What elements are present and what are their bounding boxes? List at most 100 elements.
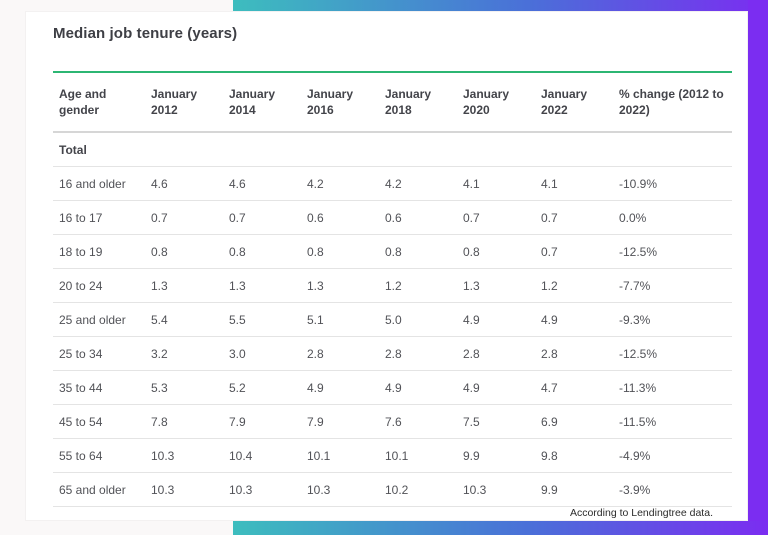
cell-value: 9.9	[457, 438, 535, 473]
cell-value: 10.3	[223, 472, 301, 507]
column-header: % change (2012 to 2022)	[613, 73, 732, 133]
cell-value: 1.3	[145, 268, 223, 303]
cell-value: 4.2	[301, 166, 379, 201]
cell-value: 3.2	[145, 336, 223, 371]
table-row: 16 to 17 0.7 0.7 0.6 0.6 0.7 0.7 0.0%	[53, 200, 732, 235]
cell-value: -4.9%	[613, 438, 732, 473]
cell-value: 5.0	[379, 302, 457, 337]
cell-value: 0.7	[535, 200, 613, 235]
cell-value: -12.5%	[613, 234, 732, 269]
row-label: 25 and older	[53, 302, 145, 337]
cell-value: 4.9	[457, 302, 535, 337]
cell-value: 4.6	[223, 166, 301, 201]
chart-title: Median job tenure (years)	[53, 25, 238, 42]
cell-value: 0.8	[457, 234, 535, 269]
table-card: Median job tenure (years) Age and gender…	[25, 11, 748, 521]
cell-value: 0.7	[535, 234, 613, 269]
table-row: 25 to 34 3.2 3.0 2.8 2.8 2.8 2.8 -12.5%	[53, 336, 732, 371]
column-header: January 2012	[145, 73, 223, 133]
cell-value: 4.1	[535, 166, 613, 201]
cell-value: 0.7	[145, 200, 223, 235]
cell-value: 10.1	[379, 438, 457, 473]
cell-value: 0.8	[301, 234, 379, 269]
cell-value: 10.3	[145, 438, 223, 473]
cell-value: -10.9%	[613, 166, 732, 201]
cell-value: 1.3	[457, 268, 535, 303]
cell-value: 7.6	[379, 404, 457, 439]
cell-value: 4.2	[379, 166, 457, 201]
row-label: 45 to 54	[53, 404, 145, 439]
cell-value: 0.7	[457, 200, 535, 235]
cell-value: 0.8	[379, 234, 457, 269]
cell-value: 10.4	[223, 438, 301, 473]
cell-value: -11.5%	[613, 404, 732, 439]
cell-value: 2.8	[301, 336, 379, 371]
cell-value: 2.8	[457, 336, 535, 371]
column-header: Age and gender	[53, 73, 145, 133]
cell-value: 4.9	[379, 370, 457, 405]
accent-rule	[53, 71, 732, 73]
cell-value: 4.9	[301, 370, 379, 405]
table-row: 45 to 54 7.8 7.9 7.9 7.6 7.5 6.9 -11.5%	[53, 404, 732, 439]
table-row: 65 and older 10.3 10.3 10.3 10.2 10.3 9.9 -3.9%	[53, 472, 732, 507]
cell-value: 0.8	[223, 234, 301, 269]
table-row: 35 to 44 5.3 5.2 4.9 4.9 4.9 4.7 -11.3%	[53, 370, 732, 405]
table-row: 20 to 24 1.3 1.3 1.3 1.2 1.3 1.2 -7.7%	[53, 268, 732, 303]
row-label: 65 and older	[53, 472, 145, 507]
cell-value: -11.3%	[613, 370, 732, 405]
cell-value: 4.9	[457, 370, 535, 405]
column-header: January 2014	[223, 73, 301, 133]
cell-value: 5.5	[223, 302, 301, 337]
cell-value: -3.9%	[613, 472, 732, 507]
header-row: Age and gender January 2012 January 2014 Ja…	[53, 73, 732, 133]
cell-value: 4.7	[535, 370, 613, 405]
cell-value: 4.6	[145, 166, 223, 201]
cell-value: 1.3	[301, 268, 379, 303]
row-label: 16 and older	[53, 166, 145, 201]
tenure-table: Age and gender January 2012 January 2014 Ja…	[53, 73, 732, 507]
cell-value: -7.7%	[613, 268, 732, 303]
cell-value: 9.8	[535, 438, 613, 473]
cell-value: 5.3	[145, 370, 223, 405]
cell-value: -9.3%	[613, 302, 732, 337]
cell-value: 4.1	[457, 166, 535, 201]
cell-value: 2.8	[379, 336, 457, 371]
cell-value: 10.3	[301, 472, 379, 507]
table-row: 18 to 19 0.8 0.8 0.8 0.8 0.8 0.7 -12.5%	[53, 234, 732, 269]
cell-value: 5.4	[145, 302, 223, 337]
row-label: 35 to 44	[53, 370, 145, 405]
row-label: 18 to 19	[53, 234, 145, 269]
top-gradient-bar	[233, 0, 768, 12]
row-label: 25 to 34	[53, 336, 145, 371]
bottom-gradient-bar	[233, 521, 768, 535]
cell-value: 7.9	[223, 404, 301, 439]
right-gradient-bar	[748, 0, 768, 535]
cell-value: 5.1	[301, 302, 379, 337]
cell-value: 1.2	[379, 268, 457, 303]
column-header: January 2016	[301, 73, 379, 133]
cell-value: 0.6	[301, 200, 379, 235]
cell-value: 0.0%	[613, 200, 732, 235]
cell-value: 10.3	[145, 472, 223, 507]
cell-value: 7.9	[301, 404, 379, 439]
cell-value: 7.8	[145, 404, 223, 439]
column-header: January 2018	[379, 73, 457, 133]
cell-value: 6.9	[535, 404, 613, 439]
attribution-text: According to Lendingtree data.	[565, 507, 713, 519]
cell-value: 0.8	[145, 234, 223, 269]
cell-value: 1.3	[223, 268, 301, 303]
cell-value: 0.7	[223, 200, 301, 235]
cell-value: 10.3	[457, 472, 535, 507]
cell-value: 5.2	[223, 370, 301, 405]
cell-value: 1.2	[535, 268, 613, 303]
cell-value: 3.0	[223, 336, 301, 371]
cell-value: 4.9	[535, 302, 613, 337]
table-row: 55 to 64 10.3 10.4 10.1 10.1 9.9 9.8 -4.9%	[53, 438, 732, 473]
table-row: 25 and older 5.4 5.5 5.1 5.0 4.9 4.9 -9.3%	[53, 302, 732, 337]
table-row: 16 and older 4.6 4.6 4.2 4.2 4.1 4.1 -10.9%	[53, 166, 732, 201]
cell-value: 2.8	[535, 336, 613, 371]
cell-value: 7.5	[457, 404, 535, 439]
column-header: January 2022	[535, 73, 613, 133]
cell-value: 10.2	[379, 472, 457, 507]
row-label: 16 to 17	[53, 200, 145, 235]
